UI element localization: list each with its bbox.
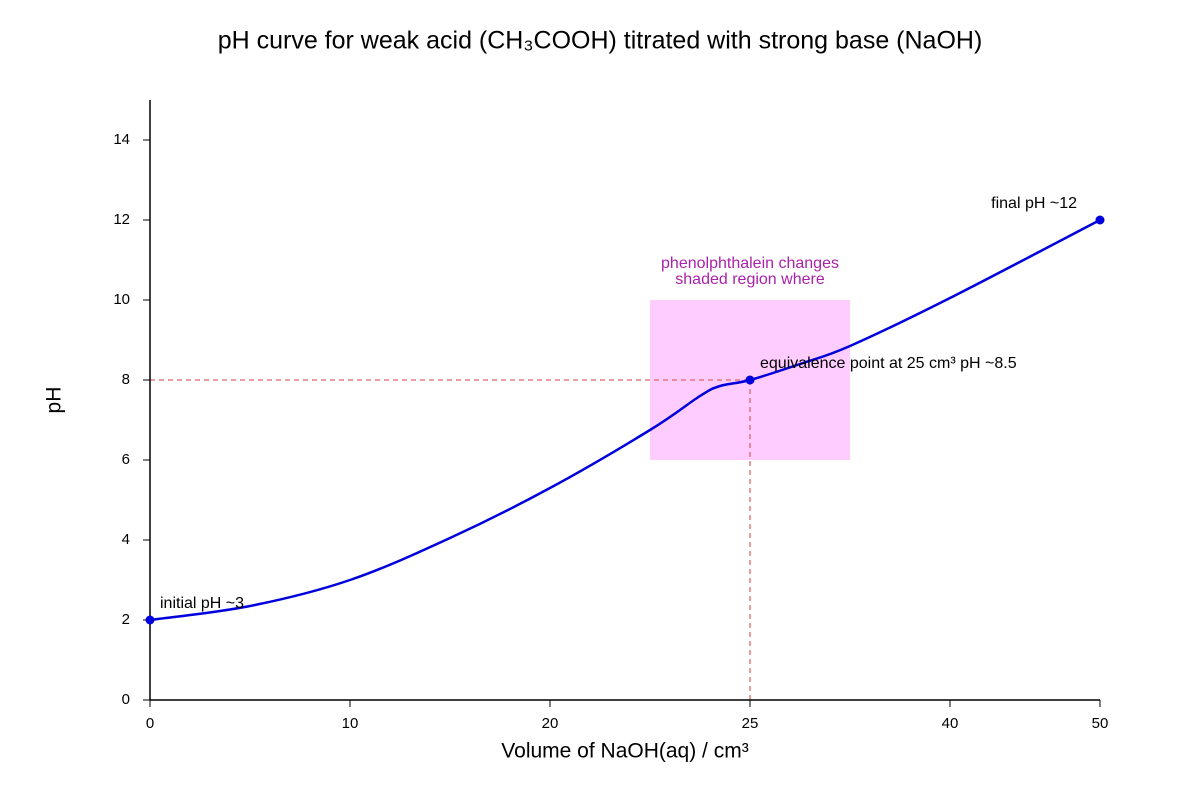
y-tick-label: 8	[122, 371, 130, 388]
y-tick-label: 2	[122, 611, 130, 628]
x-tick-label: 0	[146, 715, 154, 732]
point	[1095, 215, 1105, 225]
y-axis-label: pH	[43, 387, 66, 414]
ph-curve	[149, 218, 1101, 622]
y-tick-label: 6	[122, 451, 130, 468]
annotation: equivalence point at 25 cm³ pH ~8.5	[760, 355, 1017, 372]
y-tick-label: 4	[122, 531, 130, 548]
annotation: initial pH ~3	[160, 595, 244, 612]
x-tick-label: 20	[542, 715, 559, 732]
point	[745, 375, 755, 385]
chart-title: pH curve for weak acid (CH₃COOH) titrate…	[218, 27, 983, 55]
y-tick-label: 14	[113, 131, 130, 148]
region-label: shaded region where	[675, 271, 825, 288]
x-tick-label: 40	[942, 715, 959, 732]
annotation: final pH ~12	[991, 195, 1077, 212]
region-label: phenolphthalein changes	[661, 255, 839, 272]
x-tick-label: 25	[742, 715, 759, 732]
y-tick-label: 10	[113, 291, 130, 308]
x-tick-label: 10	[342, 715, 359, 732]
y-tick-label: 12	[113, 211, 130, 228]
x-tick-label: 50	[1092, 715, 1109, 732]
point	[145, 615, 155, 625]
x-axis-label: Volume of NaOH(aq) / cm³	[501, 740, 748, 763]
y-tick-label: 0	[122, 691, 130, 708]
